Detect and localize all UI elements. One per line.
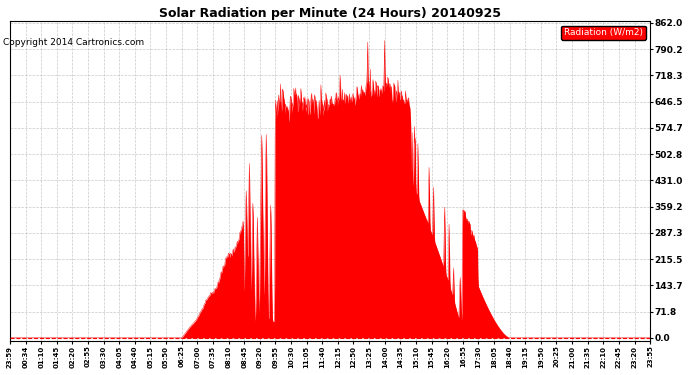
Legend: Radiation (W/m2): Radiation (W/m2) <box>561 26 646 40</box>
Title: Solar Radiation per Minute (24 Hours) 20140925: Solar Radiation per Minute (24 Hours) 20… <box>159 7 501 20</box>
Text: Copyright 2014 Cartronics.com: Copyright 2014 Cartronics.com <box>3 38 145 47</box>
